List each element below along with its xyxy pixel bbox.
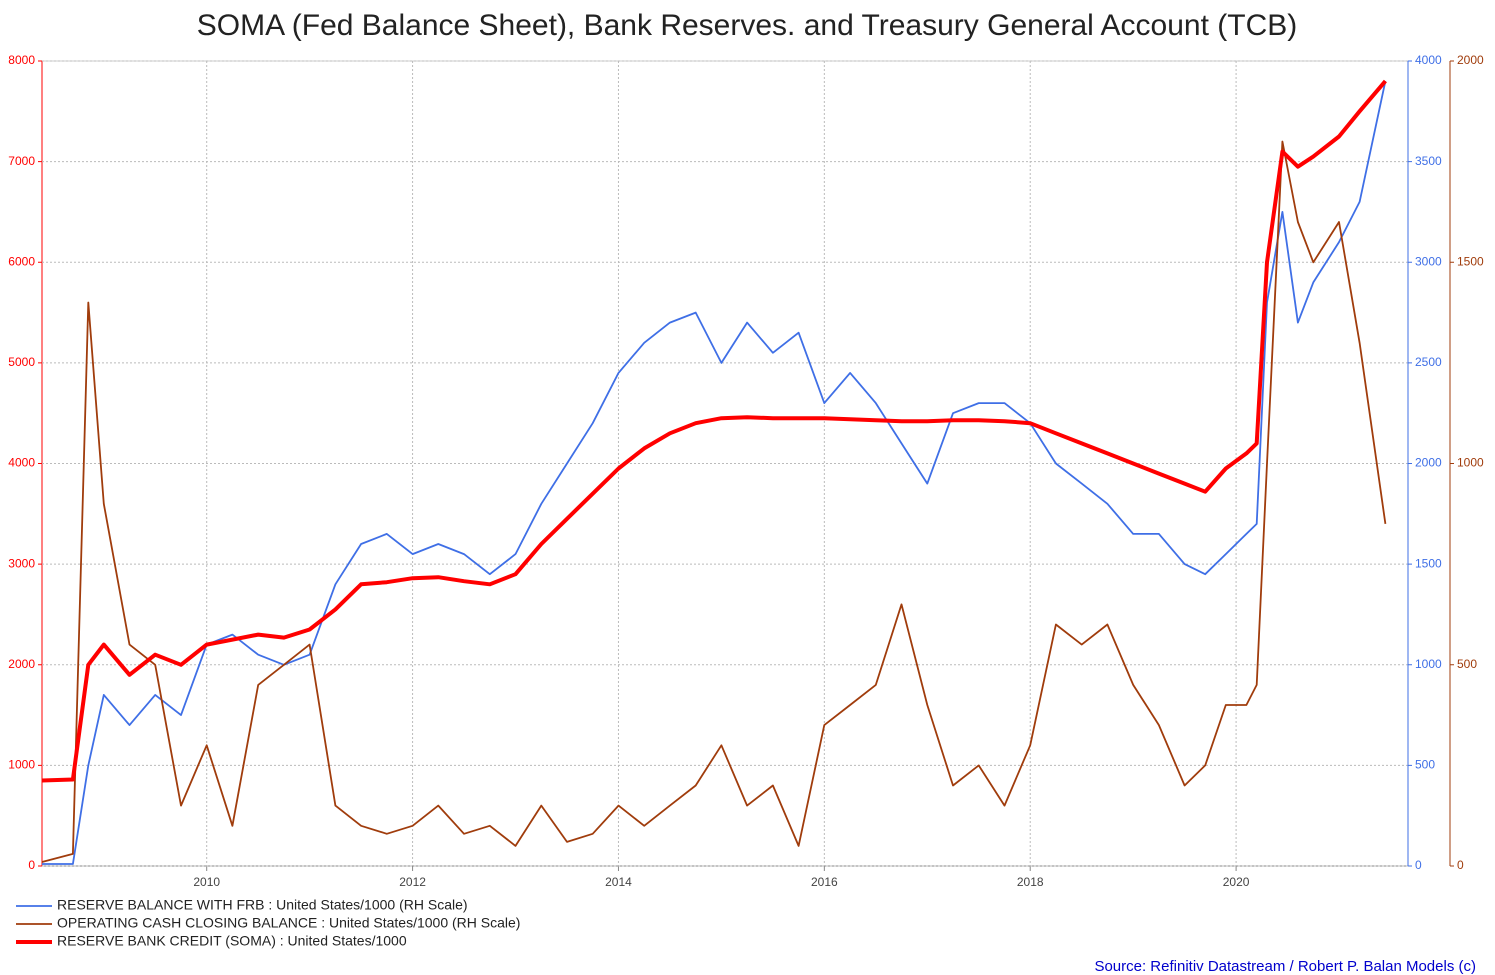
y-tick-label: 6000	[8, 254, 35, 268]
y-tick-label: 4000	[1415, 53, 1442, 67]
y-tick-label: 1000	[1457, 456, 1484, 470]
x-tick-label: 2020	[1223, 875, 1250, 889]
y-tick-label: 3000	[1415, 254, 1442, 268]
x-tick-label: 2012	[399, 875, 426, 889]
y-tick-label: 2500	[1415, 355, 1442, 369]
y-tick-label: 3500	[1415, 154, 1442, 168]
y-tick-label: 500	[1457, 657, 1477, 671]
x-tick-label: 2014	[605, 875, 632, 889]
x-tick-label: 2016	[811, 875, 838, 889]
series-line	[41, 140, 1387, 863]
y-tick-label: 1500	[1457, 254, 1484, 268]
y-tick-label: 3000	[8, 556, 35, 570]
y-tick-label: 500	[1415, 758, 1435, 772]
y-tick-label: 0	[28, 858, 35, 872]
legend-label: RESERVE BALANCE WITH FRB : United States…	[57, 897, 468, 913]
y-tick-label: 1000	[8, 758, 35, 772]
legend-label: OPERATING CASH CLOSING BALANCE : United …	[57, 915, 520, 931]
y-tick-label: 4000	[8, 456, 35, 470]
legend-label: RESERVE BANK CREDIT (SOMA) : United Stat…	[57, 933, 407, 949]
y-tick-label: 0	[1457, 858, 1464, 872]
chart-title: SOMA (Fed Balance Sheet), Bank Reserves.…	[197, 9, 1298, 42]
y-tick-label: 2000	[1457, 53, 1484, 67]
y-tick-label: 1000	[1415, 657, 1442, 671]
y-tick-label: 8000	[8, 53, 35, 67]
y-tick-label: 5000	[8, 355, 35, 369]
y-tick-label: 2000	[8, 657, 35, 671]
x-tick-label: 2018	[1017, 875, 1044, 889]
x-tick-label: 2010	[193, 875, 220, 889]
y-tick-label: 1500	[1415, 556, 1442, 570]
series-line	[42, 80, 1387, 865]
y-tick-label: 7000	[8, 154, 35, 168]
y-tick-label: 0	[1415, 858, 1422, 872]
y-tick-label: 2000	[1415, 456, 1442, 470]
source: Source: Refinitiv Datastream / Robert P.…	[1094, 958, 1476, 975]
series-line	[41, 79, 1387, 783]
